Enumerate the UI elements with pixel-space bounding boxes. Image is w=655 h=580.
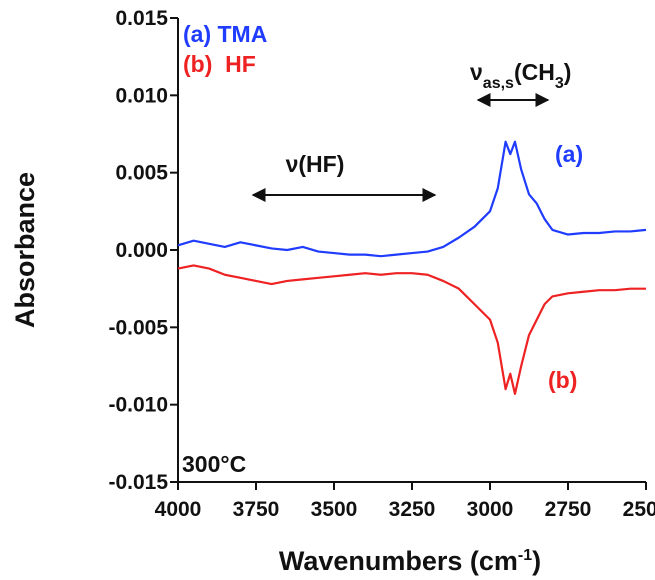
series-line	[177, 140, 647, 258]
annotation: ν(HF)	[286, 151, 345, 177]
x-tick-label: 3750	[233, 498, 280, 521]
x-tick-label: 3500	[311, 498, 358, 521]
x-tick-label: 2500	[623, 498, 655, 521]
annotation-part: ν	[470, 59, 483, 85]
y-tick-label: 0.000	[115, 239, 168, 262]
series-label: (b)	[548, 367, 577, 393]
series-line	[177, 264, 646, 395]
y-axis-title: Absorbance	[10, 172, 40, 328]
x-axis-title-text: Wavenumbers (cm	[279, 546, 518, 576]
annotation: νas,s(CH3)	[470, 59, 571, 92]
annotation-part: )	[564, 59, 572, 85]
x-axis-title: Wavenumbers (cm-1)	[279, 546, 541, 576]
annotation-part: (CH	[514, 59, 555, 85]
y-tick-label: 0.005	[115, 162, 168, 185]
x-tick-label: 2750	[545, 498, 592, 521]
x-tick-label: 3000	[467, 498, 514, 521]
x-tick-label: 4000	[155, 498, 202, 521]
y-tick-label: 0.015	[115, 7, 168, 30]
y-tick-label: -0.015	[108, 471, 168, 494]
x-axis-title-end: )	[532, 546, 541, 576]
annotation-sub: 3	[555, 75, 564, 92]
y-tick-label: -0.005	[108, 316, 168, 339]
legend-entry: (b) HF	[183, 51, 256, 77]
legend-entry: (a) TMA	[183, 21, 267, 47]
series-label: (a)	[555, 141, 583, 167]
x-tick-label: 3250	[389, 498, 436, 521]
y-tick-label: 0.010	[115, 84, 168, 107]
x-axis-title-sup: -1	[518, 547, 532, 564]
temperature-label: 300°C	[182, 451, 246, 477]
annotation-sub: as,s	[483, 75, 514, 92]
y-tick-label: -0.010	[108, 394, 168, 417]
